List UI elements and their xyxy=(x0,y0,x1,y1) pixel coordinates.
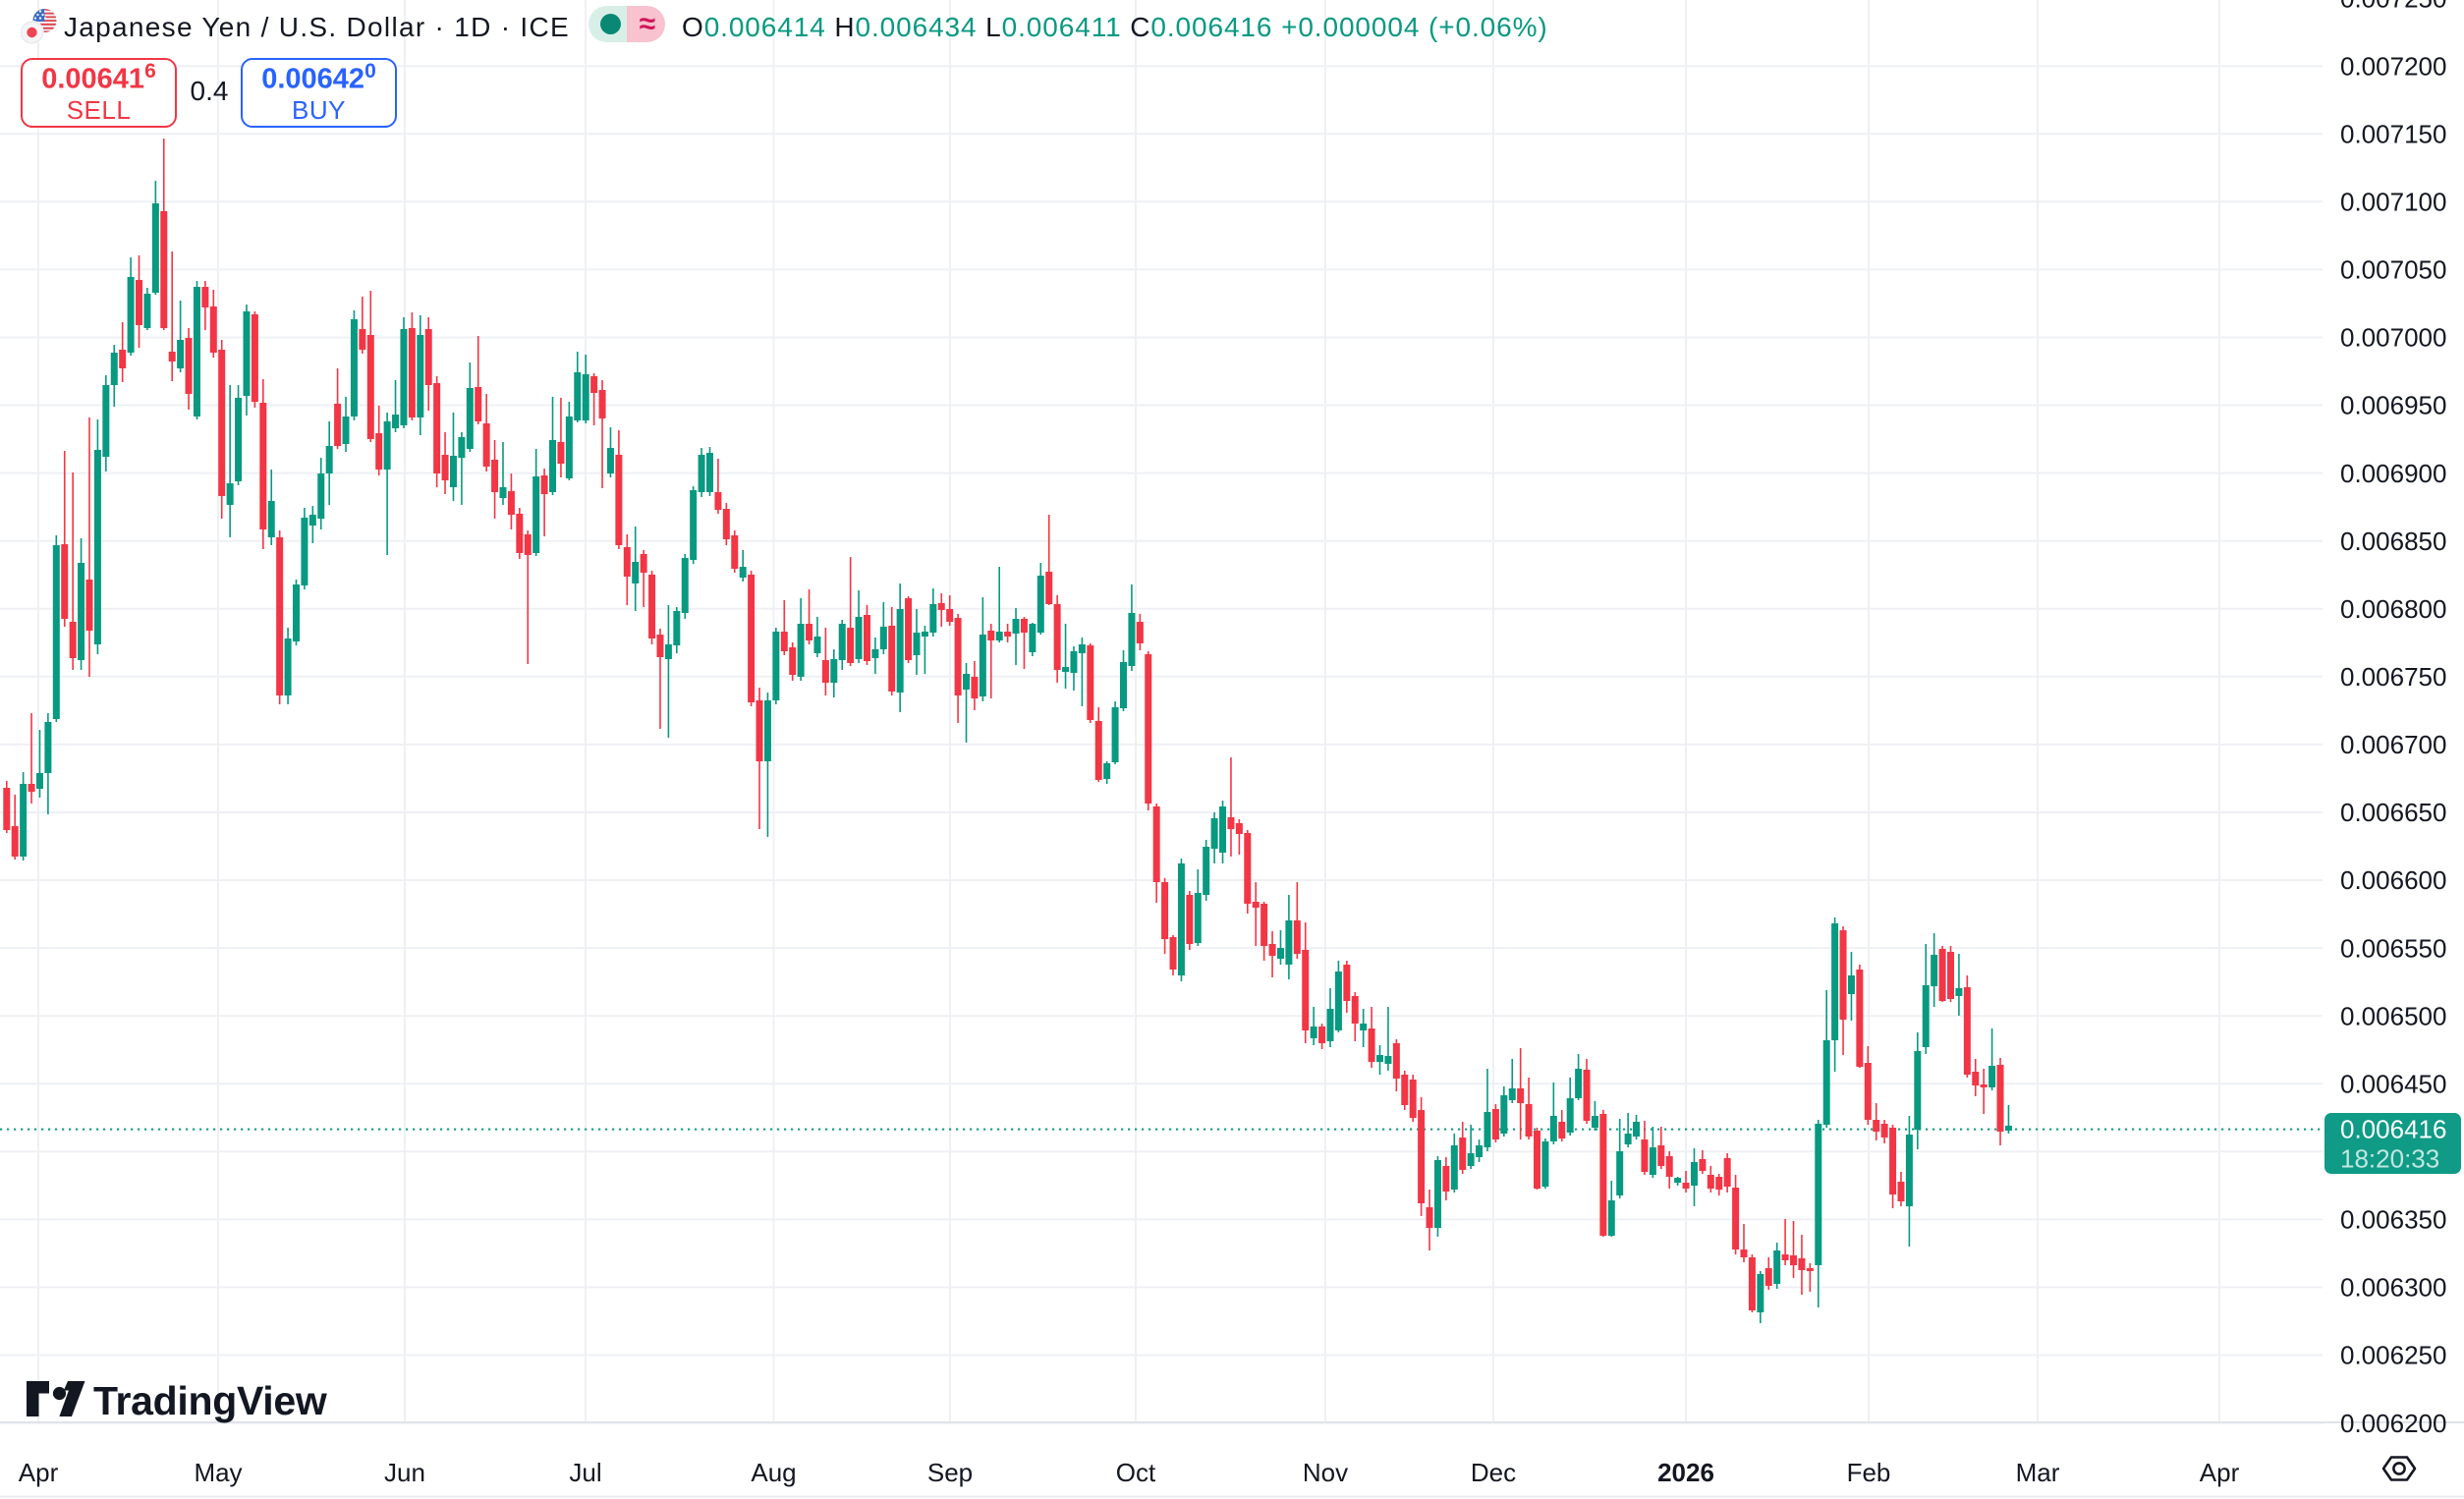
svg-text:0.007150: 0.007150 xyxy=(2340,120,2446,149)
svg-text:0.006450: 0.006450 xyxy=(2340,1070,2446,1099)
svg-text:0.007200: 0.007200 xyxy=(2340,51,2446,81)
svg-text:Aug: Aug xyxy=(751,1458,796,1487)
svg-text:0.006650: 0.006650 xyxy=(2340,798,2446,827)
svg-text:Apr: Apr xyxy=(19,1458,59,1487)
svg-text:0.006200: 0.006200 xyxy=(2340,1409,2446,1438)
svg-text:Oct: Oct xyxy=(1116,1458,1156,1487)
svg-text:Jun: Jun xyxy=(384,1458,425,1487)
svg-text:0.007050: 0.007050 xyxy=(2340,255,2446,285)
svg-text:0.006250: 0.006250 xyxy=(2340,1341,2446,1370)
svg-text:0.006550: 0.006550 xyxy=(2340,933,2446,963)
svg-text:0.007250: 0.007250 xyxy=(2340,0,2446,13)
svg-text:18:20:33: 18:20:33 xyxy=(2340,1143,2439,1173)
svg-text:0.006500: 0.006500 xyxy=(2340,1001,2446,1030)
svg-text:TradingView: TradingView xyxy=(93,1378,327,1423)
svg-text:Sep: Sep xyxy=(927,1458,973,1487)
svg-text:Apr: Apr xyxy=(2200,1458,2240,1487)
svg-text:Mar: Mar xyxy=(2016,1458,2060,1487)
svg-text:0.006600: 0.006600 xyxy=(2340,865,2446,895)
svg-text:Dec: Dec xyxy=(1471,1458,1516,1487)
svg-text:0.006800: 0.006800 xyxy=(2340,594,2446,624)
svg-text:0.006416: 0.006416 xyxy=(2340,1115,2446,1144)
svg-text:0.006950: 0.006950 xyxy=(2340,391,2446,420)
svg-text:0.006700: 0.006700 xyxy=(2340,730,2446,759)
svg-text:Feb: Feb xyxy=(1847,1458,1891,1487)
svg-text:0.007100: 0.007100 xyxy=(2340,188,2446,217)
svg-text:0.006850: 0.006850 xyxy=(2340,527,2446,556)
svg-text:0.006900: 0.006900 xyxy=(2340,459,2446,488)
svg-text:2026: 2026 xyxy=(1657,1458,1714,1487)
svg-text:Nov: Nov xyxy=(1303,1458,1348,1487)
svg-text:0.007000: 0.007000 xyxy=(2340,323,2446,353)
svg-text:0.006350: 0.006350 xyxy=(2340,1205,2446,1235)
svg-text:May: May xyxy=(194,1458,242,1487)
svg-text:0.006300: 0.006300 xyxy=(2340,1273,2446,1303)
svg-text:Jul: Jul xyxy=(569,1458,601,1487)
svg-text:0.006750: 0.006750 xyxy=(2340,662,2446,692)
